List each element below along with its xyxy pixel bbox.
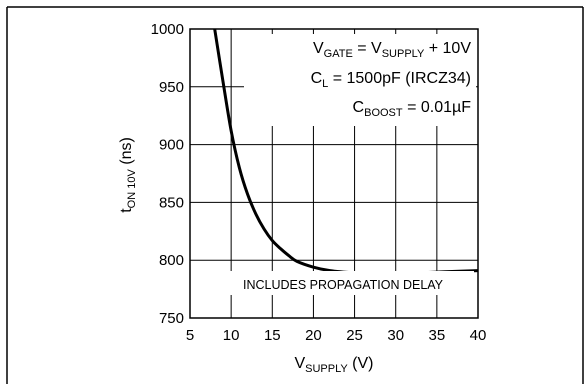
x-tick-label: 10 xyxy=(223,327,240,344)
x-tick-label: 20 xyxy=(305,327,322,344)
note-background xyxy=(214,271,474,295)
x-tick-label: 25 xyxy=(346,327,363,344)
plot-border xyxy=(189,28,479,319)
annotation-note: INCLUDES PROPAGATION DELAY xyxy=(243,278,444,292)
x-tick-label: 5 xyxy=(186,327,194,344)
y-tick-label: 950 xyxy=(159,79,184,96)
x-tick-label: 15 xyxy=(264,327,281,344)
y-tick-label: 850 xyxy=(159,194,184,211)
annotation-cl: CL = 1500pF (IRCZ34) xyxy=(311,70,471,90)
annotation-cboost: CBOOST = 0.01µF xyxy=(353,99,472,119)
y-tick-label: 750 xyxy=(159,310,184,327)
y-tick-label: 800 xyxy=(159,252,184,269)
x-tick-label: 30 xyxy=(387,327,404,344)
annotation-vgate: VGATE = VSUPPLY + 10V xyxy=(313,40,471,60)
annotation-block: VGATE = VSUPPLY + 10V CL = 1500pF (IRCZ3… xyxy=(214,34,476,295)
x-tick-label: 35 xyxy=(429,327,446,344)
x-tick-labels: 5 10 15 20 25 30 35 40 xyxy=(186,327,487,344)
y-tick-labels: 750 800 850 900 950 1000 xyxy=(151,21,184,327)
annotation-background xyxy=(244,34,476,126)
y-tick-label: 1000 xyxy=(151,21,184,38)
x-tick-label: 40 xyxy=(470,327,487,344)
y-axis-label: tON 10V (ns) xyxy=(118,137,138,213)
x-axis-label: VSUPPLY (V) xyxy=(294,355,373,375)
y-tick-label: 900 xyxy=(159,137,184,154)
